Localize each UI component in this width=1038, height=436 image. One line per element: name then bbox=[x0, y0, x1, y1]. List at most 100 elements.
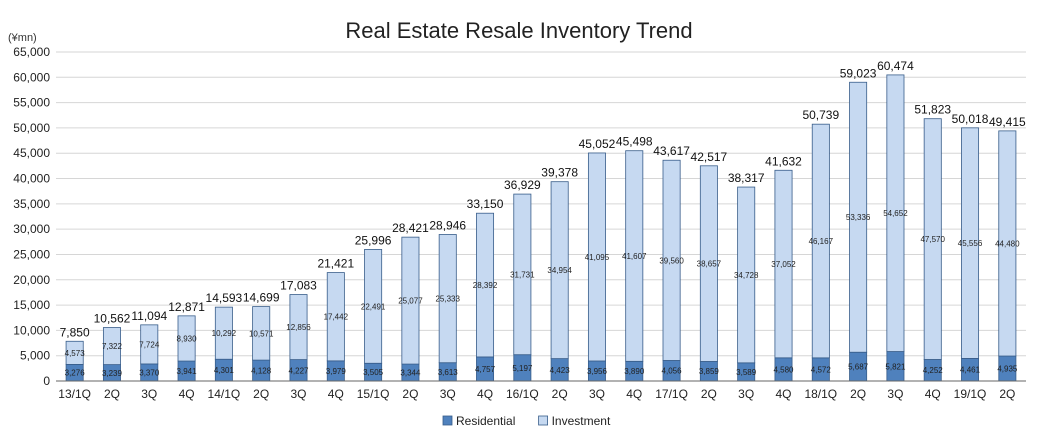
residential-value-label: 4,580 bbox=[773, 365, 794, 374]
x-tick-label: 16/1Q bbox=[506, 387, 539, 401]
bar-investment bbox=[364, 249, 383, 364]
total-value-label: 38,317 bbox=[728, 171, 765, 185]
legend: Residential Investment bbox=[442, 414, 611, 428]
residential-value-label: 4,935 bbox=[997, 365, 1018, 374]
investment-value-label: 53,336 bbox=[846, 213, 871, 222]
legend-swatch bbox=[538, 415, 548, 426]
bar-investment bbox=[550, 181, 569, 360]
residential-value-label: 3,956 bbox=[587, 367, 608, 376]
x-tick-label: 4Q bbox=[328, 387, 344, 401]
residential-value-label: 4,757 bbox=[475, 365, 496, 374]
residential-value-label: 3,589 bbox=[736, 368, 757, 377]
investment-value-label: 10,571 bbox=[249, 329, 274, 338]
x-tick-label: 3Q bbox=[887, 387, 903, 401]
investment-value-label: 10,292 bbox=[212, 329, 237, 338]
x-tick-label: 3Q bbox=[440, 387, 456, 401]
bar-investment bbox=[140, 324, 159, 365]
investment-value-label: 45,556 bbox=[958, 239, 983, 248]
bar-investment bbox=[886, 74, 905, 352]
bar-investment bbox=[662, 159, 681, 361]
total-value-label: 60,474 bbox=[877, 59, 914, 73]
y-tick-label: 5,000 bbox=[20, 349, 50, 363]
investment-value-label: 22,491 bbox=[361, 302, 386, 311]
legend-swatch bbox=[442, 415, 453, 426]
total-value-label: 51,823 bbox=[914, 103, 951, 117]
investment-value-label: 37,052 bbox=[771, 260, 796, 269]
total-value-label: 45,052 bbox=[579, 137, 616, 151]
investment-value-label: 4,573 bbox=[65, 349, 86, 358]
total-value-label: 11,094 bbox=[131, 309, 167, 323]
x-tick-label: 3Q bbox=[589, 387, 605, 401]
bar-investment bbox=[102, 327, 121, 366]
bar-investment bbox=[214, 306, 233, 360]
bar-investment bbox=[774, 169, 793, 359]
investment-value-label: 41,095 bbox=[585, 253, 610, 262]
investment-value-label: 25,333 bbox=[435, 295, 460, 304]
total-value-label: 42,517 bbox=[691, 150, 728, 164]
bar-investment bbox=[438, 234, 457, 364]
investment-value-label: 38,657 bbox=[697, 260, 722, 269]
chart-title: Real Estate Resale Inventory Trend bbox=[345, 18, 692, 43]
x-tick-label: 2Q bbox=[850, 387, 866, 401]
bar-investment bbox=[923, 118, 942, 360]
total-value-label: 59,023 bbox=[840, 66, 877, 80]
investment-value-label: 34,954 bbox=[547, 266, 572, 275]
residential-value-label: 3,890 bbox=[624, 367, 645, 376]
investment-value-label: 25,077 bbox=[398, 297, 423, 306]
investment-value-label: 54,652 bbox=[883, 209, 908, 218]
residential-value-label: 3,859 bbox=[699, 367, 720, 376]
bar-investment bbox=[326, 272, 345, 362]
bar-investment bbox=[177, 315, 196, 362]
x-tick-label: 4Q bbox=[179, 387, 195, 401]
axes: 0 5,000 10,000 15,000 20,000 25,000 30,000 35,0… bbox=[13, 45, 1026, 401]
residential-value-label: 5,197 bbox=[512, 364, 533, 373]
x-tick-label: 3Q bbox=[290, 387, 306, 401]
residential-value-label: 3,941 bbox=[177, 367, 198, 376]
investment-value-label: 44,480 bbox=[995, 239, 1020, 248]
total-value-label: 21,421 bbox=[317, 257, 354, 271]
y-tick-label: 50,000 bbox=[13, 121, 50, 135]
bar-investment bbox=[699, 165, 718, 362]
residential-value-label: 4,301 bbox=[214, 366, 235, 375]
investment-value-label: 41,607 bbox=[622, 252, 647, 261]
investment-value-label: 7,322 bbox=[102, 342, 123, 351]
residential-value-label: 3,276 bbox=[65, 369, 86, 378]
total-value-label: 36,929 bbox=[504, 178, 541, 192]
x-tick-label: 2Q bbox=[402, 387, 418, 401]
bar-investment bbox=[811, 123, 830, 359]
x-tick-label: 2Q bbox=[552, 387, 568, 401]
y-tick-label: 55,000 bbox=[13, 96, 50, 110]
x-tick-label: 19/1Q bbox=[954, 387, 987, 401]
residential-value-label: 4,227 bbox=[288, 366, 309, 375]
total-value-label: 28,421 bbox=[392, 221, 429, 235]
y-tick-label: 10,000 bbox=[13, 323, 50, 337]
y-tick-label: 15,000 bbox=[13, 298, 50, 312]
total-value-label: 50,018 bbox=[952, 112, 989, 126]
investment-value-label: 7,724 bbox=[139, 340, 160, 349]
x-tick-label: 4Q bbox=[925, 387, 941, 401]
residential-value-label: 3,979 bbox=[326, 367, 347, 376]
residential-value-label: 3,239 bbox=[102, 369, 123, 378]
x-tick-label: 4Q bbox=[477, 387, 493, 401]
x-tick-label: 15/1Q bbox=[357, 387, 390, 401]
total-value-label: 41,632 bbox=[765, 154, 802, 168]
total-value-label: 28,946 bbox=[429, 218, 466, 232]
bar-investment bbox=[476, 212, 495, 358]
investment-value-label: 12,856 bbox=[286, 323, 311, 332]
total-value-label: 39,378 bbox=[541, 166, 578, 180]
x-tick-label: 4Q bbox=[626, 387, 642, 401]
total-value-label: 10,562 bbox=[94, 312, 131, 326]
bar-investment bbox=[401, 236, 420, 365]
x-tick-label: 3Q bbox=[141, 387, 157, 401]
bar-investment bbox=[513, 193, 532, 356]
y-axis-unit-label: (¥mn) bbox=[8, 32, 37, 44]
residential-value-label: 5,687 bbox=[848, 363, 869, 372]
total-value-label: 7,850 bbox=[60, 325, 90, 339]
x-tick-label: 13/1Q bbox=[58, 387, 91, 401]
bar-investment bbox=[737, 186, 756, 364]
bar-investment bbox=[998, 130, 1017, 357]
investment-value-label: 8,930 bbox=[177, 334, 198, 343]
bars bbox=[65, 74, 1017, 382]
residential-value-label: 4,423 bbox=[550, 366, 571, 375]
